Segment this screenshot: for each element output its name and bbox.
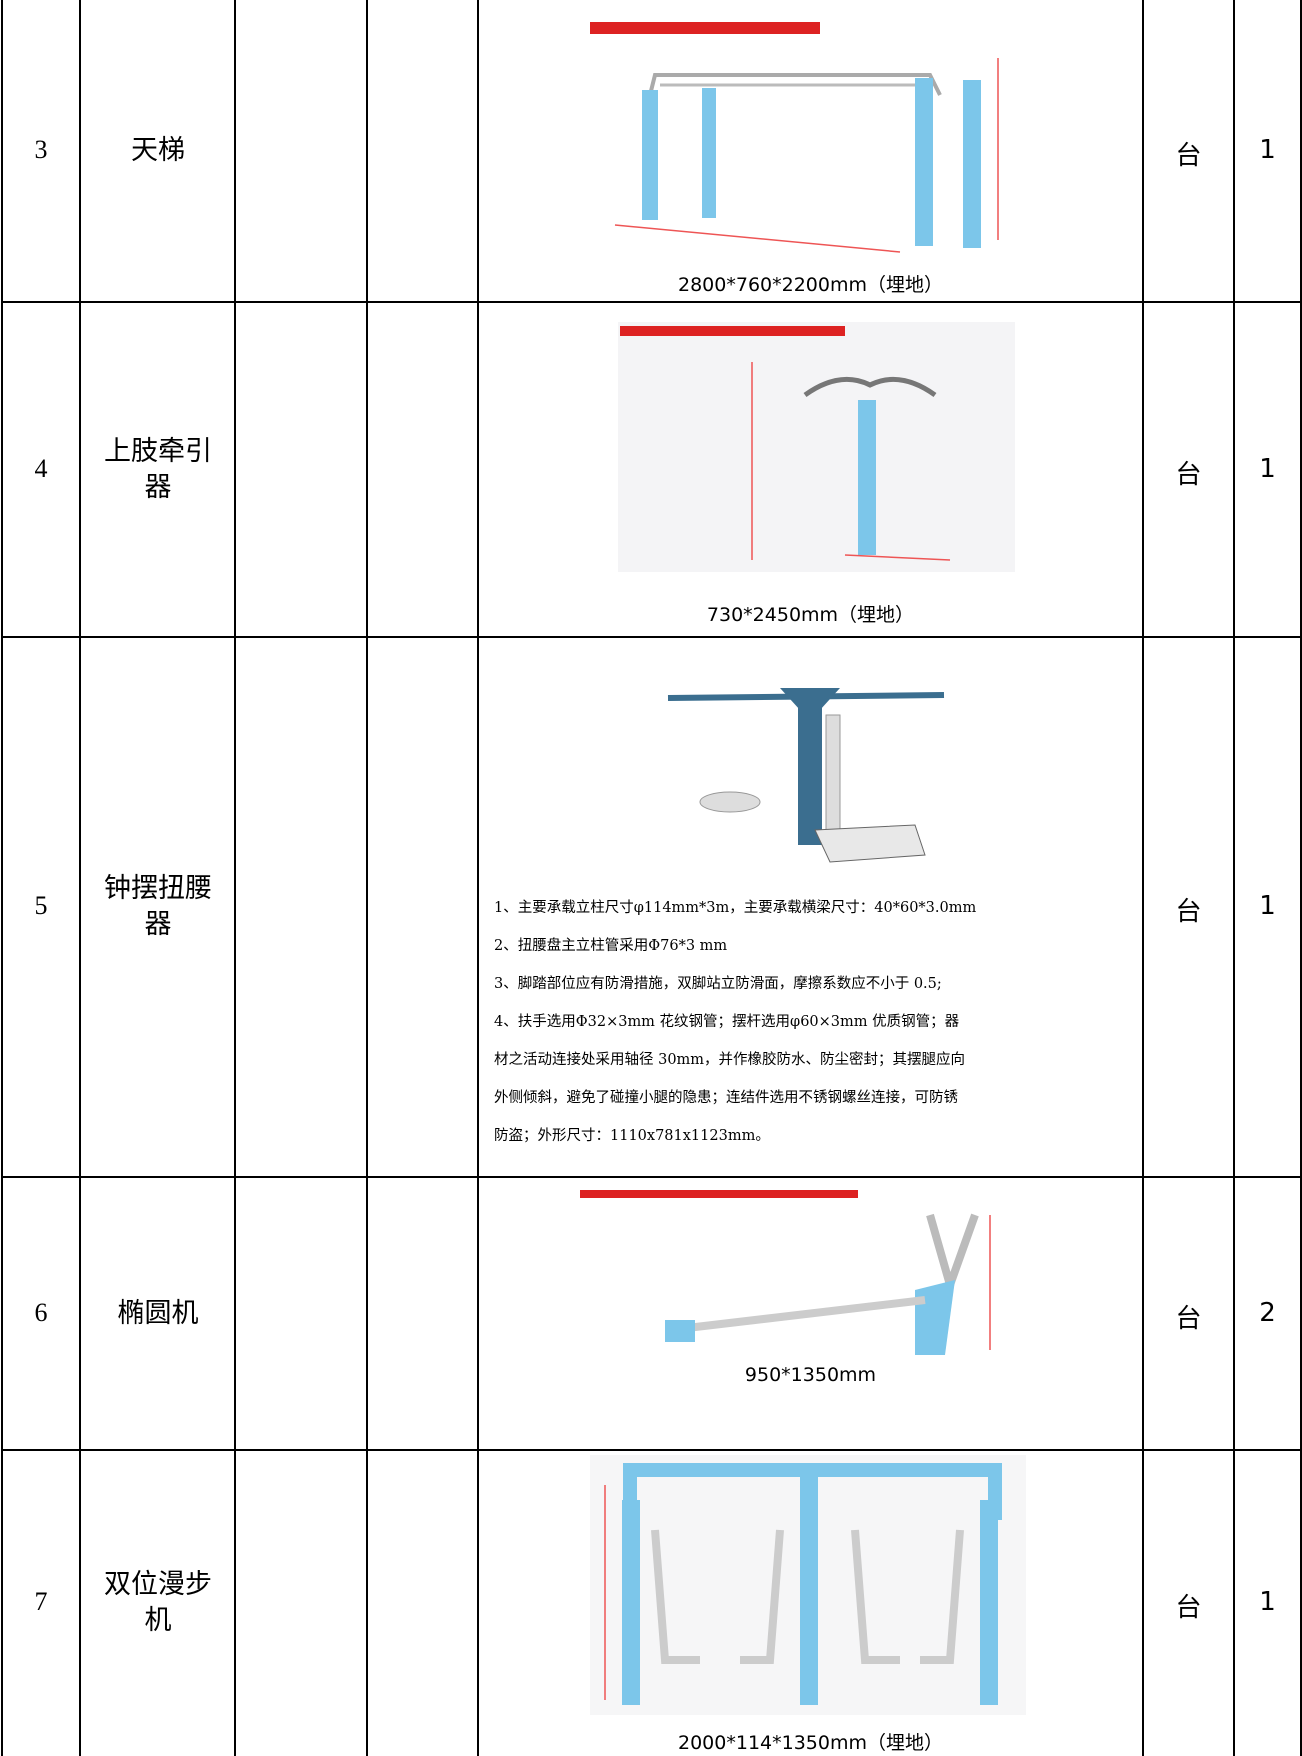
quantity: 1: [1259, 1587, 1276, 1617]
row-number: 4: [34, 453, 48, 483]
item-name: 双位漫步机: [104, 1569, 212, 1636]
row-number: 6: [34, 1297, 48, 1327]
row-number: 7: [34, 1587, 48, 1616]
unit: 台: [1175, 141, 1202, 171]
dual-walker-image: [590, 1455, 1026, 1715]
quantity: 1: [1259, 135, 1276, 165]
unit: 台: [1175, 459, 1202, 490]
waist-twister-image: [667, 688, 945, 863]
item-name: 上肢牵引器: [104, 435, 212, 503]
item-name: 天梯: [131, 135, 185, 166]
unit: 台: [1175, 897, 1202, 927]
unit: 台: [1175, 1593, 1202, 1623]
unit: 台: [1175, 1303, 1202, 1334]
spec-text: 2800*760*2200mm（埋地）: [678, 274, 943, 296]
ladder-image: [590, 22, 999, 253]
row-number: 3: [34, 135, 48, 164]
spec-line: 外侧倾斜，避免了碰撞小腿的隐患；连结件选用不锈钢螺丝连接，可防锈: [494, 1090, 958, 1106]
quantity: 2: [1259, 1297, 1276, 1328]
spec-line: 材之活动连接处采用轴径 30mm，并作橡胶防水、防尘密封；其摆腿应向: [494, 1052, 966, 1068]
item-name: 椭圆机: [117, 1297, 199, 1329]
spec-text: 950*1350mm: [744, 1364, 877, 1386]
spec-text: 2000*114*1350mm（埋地）: [678, 1732, 943, 1754]
spec-line: 1、主要承载立柱尺寸φ114mm*3m，主要承载横梁尺寸：40*60*3.0mm: [494, 900, 977, 916]
spec-line: 防盗；外形尺寸：1110x781x1123mm。: [494, 1128, 770, 1144]
spec-text: 730*2450mm（埋地）: [706, 604, 915, 626]
item-name: 钟摆扭腰器: [104, 873, 212, 940]
spec-line: 2、扭腰盘主立柱管采用Φ76*3 mm: [494, 938, 728, 954]
row-number: 5: [34, 891, 48, 920]
upper-limb-trainer-image: [618, 322, 1015, 572]
spec-line: 4、扶手选用Φ32×3mm 花纹钢管；摆杆选用φ60×3mm 优质钢管；器: [494, 1014, 960, 1030]
quantity: 1: [1259, 453, 1276, 484]
spec-line: 3、脚踏部位应有防滑措施，双脚站立防滑面，摩擦系数应不小于 0.5;: [494, 976, 942, 992]
quantity: 1: [1259, 891, 1276, 921]
elliptical-image: [580, 1190, 991, 1355]
